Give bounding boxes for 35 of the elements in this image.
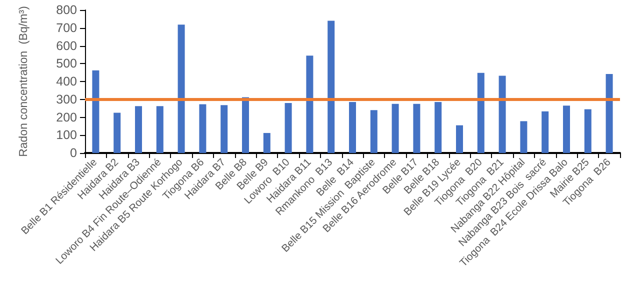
bar bbox=[220, 105, 228, 153]
y-tick-label: 800 bbox=[56, 3, 78, 17]
bar bbox=[306, 56, 314, 153]
bar bbox=[199, 104, 206, 153]
bar bbox=[284, 102, 292, 153]
y-tick-label: 700 bbox=[56, 20, 78, 35]
bar bbox=[178, 24, 185, 153]
bar bbox=[498, 76, 506, 153]
y-tick-label: 100 bbox=[56, 128, 78, 142]
bar bbox=[563, 106, 570, 153]
bar bbox=[370, 110, 378, 153]
bar bbox=[92, 70, 100, 153]
bar bbox=[434, 102, 442, 153]
y-tick-label: 0 bbox=[70, 146, 78, 160]
y-tick-label: 600 bbox=[56, 38, 78, 53]
bar bbox=[263, 132, 270, 153]
bar bbox=[328, 20, 335, 153]
y-tick-label: 200 bbox=[56, 110, 78, 124]
bar bbox=[477, 72, 484, 153]
bar bbox=[413, 104, 420, 153]
y-tick-label: 300 bbox=[56, 92, 78, 106]
bar bbox=[242, 97, 249, 153]
bar bbox=[349, 102, 356, 153]
y-tick-label: 400 bbox=[56, 74, 78, 88]
bar bbox=[114, 112, 121, 153]
bar bbox=[392, 104, 399, 153]
y-tick-label: 500 bbox=[56, 56, 78, 71]
bar bbox=[584, 109, 592, 153]
bar bbox=[135, 106, 142, 153]
bar bbox=[520, 121, 528, 153]
bar bbox=[156, 106, 164, 153]
bar bbox=[542, 111, 549, 153]
bar bbox=[456, 125, 463, 153]
y-axis-title: Radon concentration (Bq/m³) bbox=[18, 6, 30, 157]
bar bbox=[606, 74, 613, 153]
